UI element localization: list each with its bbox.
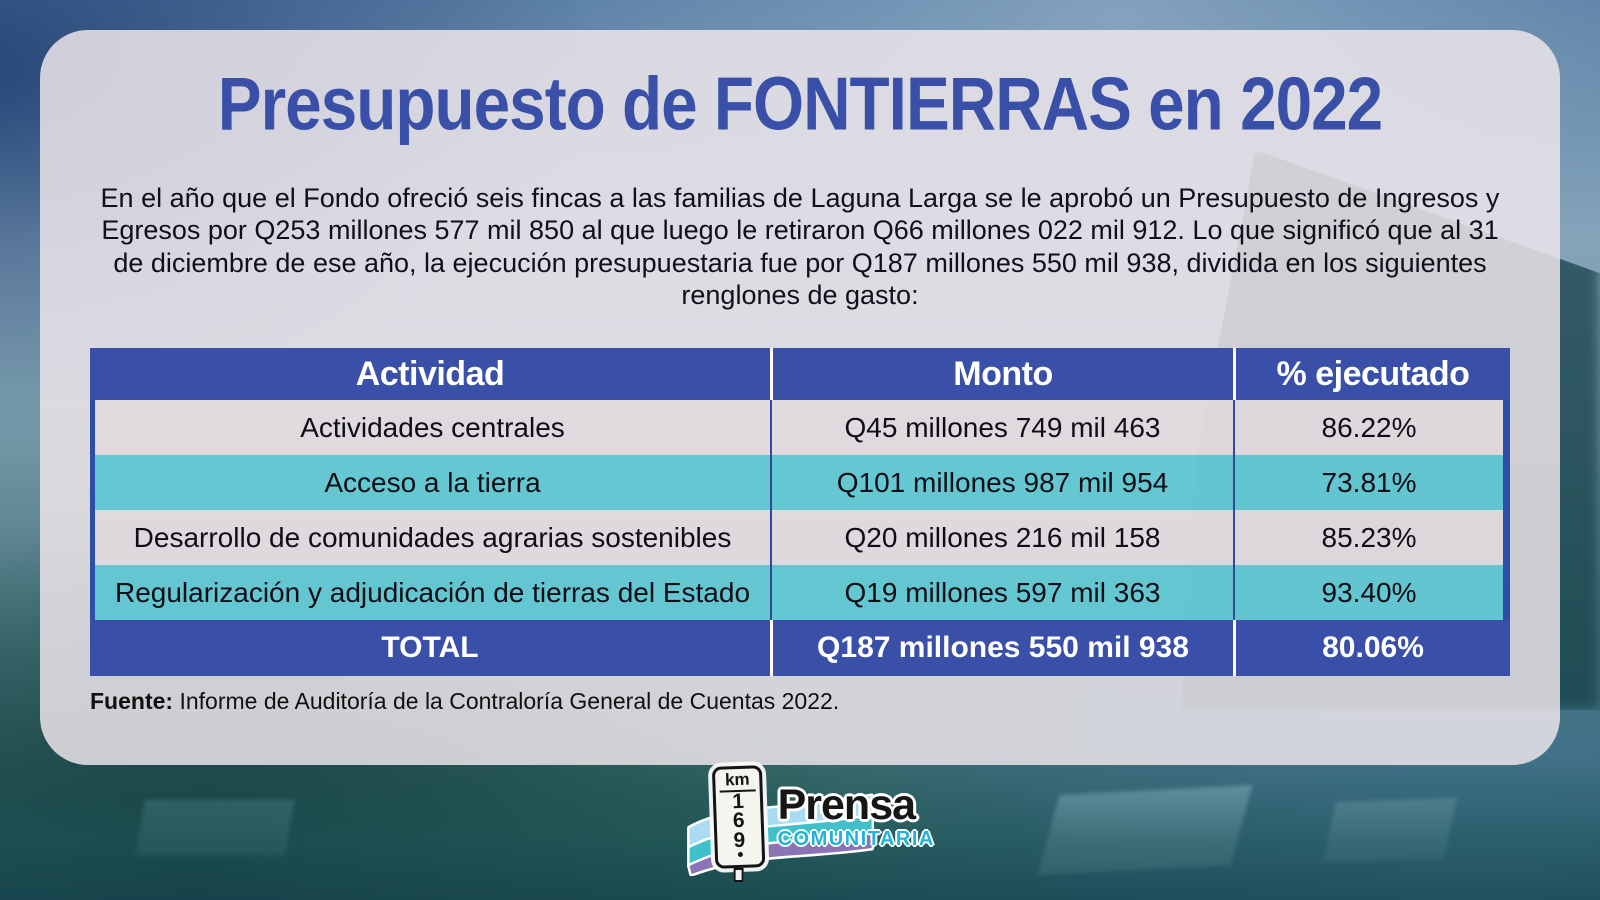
km-169-sign: km 1 6 9 — [711, 765, 766, 869]
header-cell-actividad: Actividad — [355, 354, 505, 393]
km-sign-dot — [737, 852, 743, 858]
cell-actividad: Regularización y adjudicación de tierras… — [114, 576, 751, 608]
table-total-row: TOTAL Q187 millones 550 mil 938 80.06% — [90, 620, 1510, 676]
prensa-comunitaria-logo: km 1 6 9 Prensa COMUNITARIA — [686, 762, 946, 892]
table-row: Actividades centrales Q45 millones 749 m… — [90, 400, 1510, 455]
table-row: Acceso a la tierra Q101 millones 987 mil… — [90, 455, 1510, 510]
cell-monto: Q45 millones 749 mil 463 — [770, 400, 1233, 455]
cell-monto: Q101 millones 987 mil 954 — [770, 455, 1233, 510]
source-label: Fuente: — [90, 688, 174, 714]
cell-monto: Q19 millones 597 mil 363 — [770, 565, 1233, 620]
cell-ejecutado: 86.22% — [1233, 400, 1503, 455]
source-note: Fuente: Informe de Auditoría de la Contr… — [90, 688, 839, 715]
table-header-row: Actividad Monto % ejecutado — [90, 348, 1510, 400]
logo-subname: COMUNITARIA — [777, 828, 935, 850]
table-row: Regularización y adjudicación de tierras… — [90, 565, 1510, 620]
cell-actividad: Desarrollo de comunidades agrarias soste… — [133, 521, 732, 553]
total-cell-label: TOTAL — [381, 631, 479, 664]
total-cell-monto: Q187 millones 550 mil 938 — [770, 620, 1233, 676]
cell-ejecutado: 85.23% — [1233, 510, 1503, 565]
logo-name: Prensa — [777, 781, 916, 829]
cell-ejecutado: 73.81% — [1233, 455, 1503, 510]
cell-actividad: Acceso a la tierra — [324, 466, 541, 498]
km-sign-digit: 9 — [733, 828, 746, 852]
total-cell-ejecutado: 80.06% — [1233, 620, 1510, 676]
header-cell-ejecutado: % ejecutado — [1233, 348, 1510, 400]
cell-actividad: Actividades centrales — [300, 411, 565, 443]
header-cell-monto: Monto — [770, 348, 1233, 400]
infographic-card: Presupuesto de FONTIERRAS en 2022 En el … — [40, 30, 1560, 765]
budget-table: Actividad Monto % ejecutado Actividades … — [90, 348, 1510, 676]
table-row: Desarrollo de comunidades agrarias soste… — [90, 510, 1510, 565]
source-text: Informe de Auditoría de la Contraloría G… — [173, 688, 840, 714]
intro-paragraph: En el año que el Fondo ofreció seis finc… — [100, 183, 1500, 311]
km-sign-post — [733, 868, 744, 882]
page-title: Presupuesto de FONTIERRAS en 2022 — [217, 62, 1383, 147]
cell-ejecutado: 93.40% — [1233, 565, 1503, 620]
logo-text: Prensa COMUNITARIA — [777, 781, 935, 850]
cell-monto: Q20 millones 216 mil 158 — [770, 510, 1233, 565]
